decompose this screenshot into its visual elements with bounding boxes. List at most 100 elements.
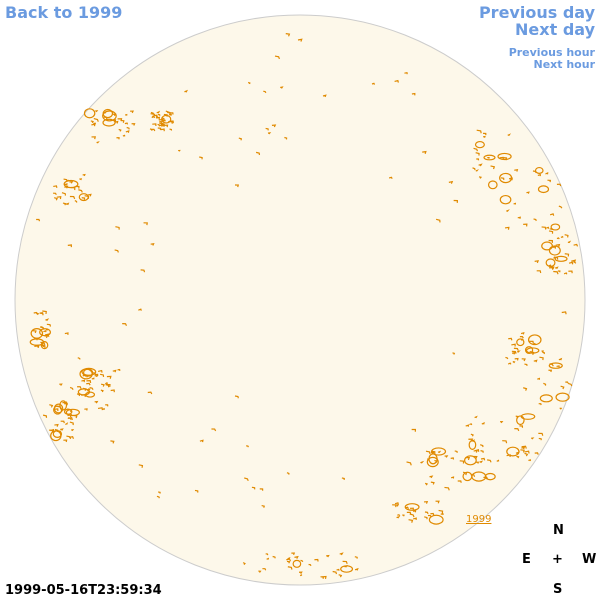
contour-fragment	[76, 393, 81, 397]
contour-loop	[516, 338, 525, 347]
contour-fragment	[507, 362, 512, 365]
contour-fragment	[537, 173, 541, 177]
contour-fragment	[444, 486, 450, 491]
contour-fragment	[62, 202, 67, 206]
contour-fragment	[82, 173, 86, 177]
contour-fragment	[435, 218, 441, 223]
contour-fragment	[125, 130, 130, 133]
contour-loop	[471, 471, 487, 482]
contour-fragment	[425, 450, 431, 455]
contour-fragment	[91, 136, 96, 140]
contour-fragment	[124, 113, 128, 116]
contour-fragment	[94, 375, 98, 378]
contour-fragment	[469, 423, 473, 426]
contour-fragment	[483, 135, 486, 138]
contour-fragment	[476, 461, 480, 464]
contour-loop	[499, 172, 513, 184]
contour-fragment	[516, 455, 520, 459]
contour-fragment	[515, 415, 519, 418]
contour-fragment	[410, 507, 414, 511]
contour-fragment	[322, 94, 327, 98]
contour-fragment	[430, 450, 436, 455]
contour-fragment	[211, 428, 217, 432]
contour-fragment	[300, 559, 304, 563]
contour-fragment	[499, 156, 504, 160]
contour-fragment	[548, 230, 554, 234]
contour-loop	[555, 392, 570, 402]
contour-fragment	[412, 510, 417, 513]
contour-fragment	[526, 191, 530, 194]
contour-fragment	[339, 552, 344, 556]
year-link[interactable]: 1999	[466, 514, 492, 525]
contour-fragment	[34, 344, 40, 348]
contour-fragment	[54, 408, 59, 412]
contour-fragment	[474, 415, 478, 419]
contour-fragment	[266, 557, 269, 560]
contour-fragment	[487, 157, 490, 159]
contour-fragment	[86, 382, 91, 386]
contour-fragment	[440, 512, 444, 516]
next-hour-link[interactable]: Next hour	[533, 58, 596, 71]
contour-fragment	[336, 568, 340, 571]
contour-fragment	[71, 429, 75, 432]
contour-fragment	[517, 216, 522, 219]
contour-fragment	[568, 261, 574, 265]
contour-fragment	[568, 270, 573, 274]
contour-fragment	[457, 480, 462, 483]
contour-fragment	[43, 329, 47, 333]
contour-fragment	[516, 350, 521, 353]
contour-fragment	[471, 439, 476, 442]
contour-fragment	[86, 380, 92, 384]
contour-fragment	[56, 196, 62, 200]
contour-loop	[534, 166, 544, 174]
contour-fragment	[67, 244, 72, 248]
contour-fragment	[286, 472, 290, 475]
magnetic-contours	[29, 33, 579, 579]
contour-fragment	[49, 429, 54, 433]
contour-fragment	[549, 213, 555, 216]
contour-fragment	[470, 433, 474, 437]
contour-fragment	[483, 476, 489, 480]
contour-fragment	[114, 249, 119, 253]
contour-fragment	[61, 192, 67, 196]
contour-fragment	[157, 113, 161, 116]
contour-fragment	[247, 81, 251, 85]
contour-fragment	[263, 90, 267, 94]
previous-hour-link[interactable]: Previous hour	[508, 46, 595, 59]
back-to-year-link[interactable]: Back to 1999	[5, 3, 123, 22]
contour-fragment	[520, 449, 525, 453]
contour-fragment	[536, 270, 542, 274]
contour-fragment	[117, 368, 121, 371]
contour-fragment	[138, 308, 142, 311]
contour-fragment	[265, 127, 269, 131]
contour-fragment	[308, 563, 312, 567]
contour-fragment	[511, 351, 517, 355]
compass-west: W	[582, 552, 597, 567]
contour-fragment	[130, 110, 135, 114]
contour-fragment	[261, 505, 265, 508]
contour-fragment	[388, 176, 393, 179]
contour-fragment	[96, 141, 100, 144]
contour-fragment	[406, 511, 412, 515]
contour-loop	[497, 152, 512, 161]
contour-fragment	[149, 128, 153, 131]
solar-disk	[14, 14, 586, 586]
previous-day-link[interactable]: Previous day	[478, 3, 595, 22]
contour-fragment	[87, 193, 92, 197]
contour-fragment	[59, 383, 63, 386]
contour-fragment	[157, 123, 161, 127]
contour-fragment	[538, 437, 542, 441]
contour-fragment	[63, 439, 68, 443]
contour-fragment	[422, 150, 427, 154]
contour-fragment	[523, 223, 528, 227]
next-day-link[interactable]: Next day	[515, 20, 595, 39]
contour-fragment	[465, 424, 470, 427]
contour-fragment	[298, 571, 303, 575]
contour-fragment	[509, 178, 513, 181]
contour-fragment	[156, 495, 160, 499]
contour-fragment	[152, 123, 157, 127]
contour-fragment	[100, 383, 105, 387]
contour-fragment	[147, 391, 153, 395]
contour-fragment	[505, 356, 509, 360]
contour-fragment	[496, 459, 500, 462]
